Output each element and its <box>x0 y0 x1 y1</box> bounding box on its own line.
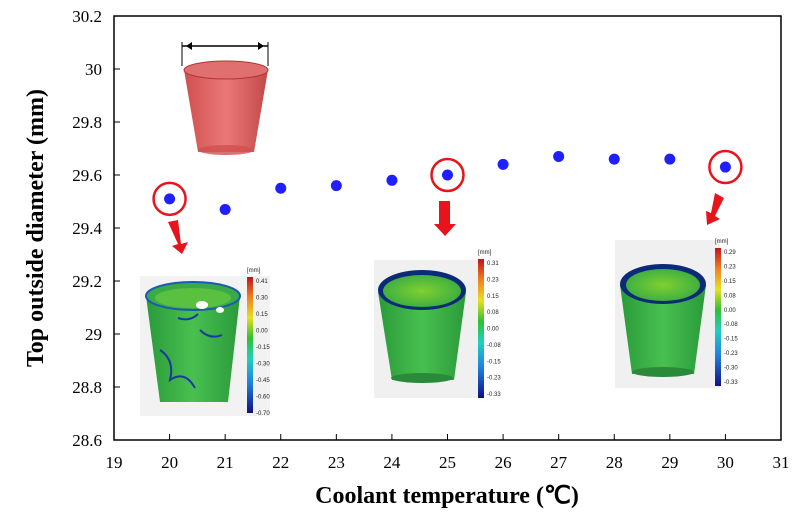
colorbar-label: -0.33 <box>487 392 501 398</box>
colorbar-label: -0.15 <box>724 337 738 343</box>
data-point <box>664 153 676 165</box>
x-tick-label: 28 <box>606 453 623 472</box>
colorbar-label: -0.23 <box>724 351 738 357</box>
x-tick-label: 20 <box>161 453 178 472</box>
colorbar-label: -0.70 <box>256 411 270 417</box>
colorbar-label: 0.29 <box>724 250 736 256</box>
y-tick-label: 28.8 <box>72 378 102 397</box>
colorbar-label: -0.60 <box>256 395 270 401</box>
x-tick-label: 25 <box>439 453 456 472</box>
y-axis-title: Top outside diameter (mm) <box>23 89 49 367</box>
colorbar-label: -0.45 <box>256 378 270 384</box>
highlight-circle <box>152 181 187 217</box>
data-point <box>164 193 176 205</box>
colorbar-label: -0.08 <box>487 343 501 349</box>
colorbar-label: 0.23 <box>487 277 499 283</box>
colorbar-label: 0.31 <box>487 261 499 267</box>
deviation-map-25: [mm] 0.31 0.23 0.15 0.08 0.00 -0.08 -0.15 -0.23… <box>374 250 501 398</box>
unit-label: [mm] <box>715 239 729 245</box>
colorbar-label: 0.41 <box>256 279 268 285</box>
colorbar-label: 0.00 <box>724 308 736 314</box>
highlight-circle <box>430 157 465 193</box>
data-point <box>330 180 342 192</box>
arrow-25 <box>434 201 456 236</box>
colorbar-label: -0.23 <box>487 376 501 382</box>
x-tick-label: 22 <box>272 453 289 472</box>
y-tick-label: 29 <box>85 325 102 344</box>
colorbar-label: -0.30 <box>724 366 738 372</box>
y-axis: 28.6 28.8 29 29.2 29.4 29.6 29.8 30 30.2 <box>72 7 120 450</box>
x-tick-label: 29 <box>661 453 678 472</box>
unit-label: [mm] <box>478 250 492 256</box>
data-point <box>386 174 398 186</box>
y-tick-label: 30.2 <box>72 7 102 26</box>
x-tick-label: 23 <box>328 453 345 472</box>
y-tick-label: 29.2 <box>72 272 102 291</box>
colorbar-label: 0.23 <box>724 264 736 270</box>
colorbar-label: 0.00 <box>487 327 499 333</box>
x-axis: 19 20 21 22 23 24 25 26 27 28 29 30 31 <box>106 434 790 472</box>
x-tick-label: 21 <box>217 453 234 472</box>
colorbar-label: 0.30 <box>256 296 268 302</box>
x-tick-label: 19 <box>106 453 123 472</box>
y-tick-label: 29.6 <box>72 166 102 185</box>
data-point <box>275 182 287 194</box>
data-points <box>164 150 731 215</box>
x-tick-label: 27 <box>550 453 568 472</box>
highlight-circle <box>708 149 743 185</box>
x-tick-label: 30 <box>717 453 734 472</box>
x-tick-label: 26 <box>495 453 512 472</box>
y-tick-label: 28.6 <box>72 431 102 450</box>
y-tick-label: 29.4 <box>72 219 102 238</box>
colorbar-label: 0.15 <box>487 294 499 300</box>
data-point <box>442 169 453 181</box>
colorbar-label: -0.15 <box>487 359 501 365</box>
colorbar-label: -0.33 <box>724 380 738 386</box>
unit-label: [mm] <box>247 268 261 274</box>
data-point <box>553 150 565 162</box>
colorbar-label: 0.00 <box>256 329 268 335</box>
colorbar-label: 0.15 <box>724 279 736 285</box>
x-tick-label: 31 <box>773 453 790 472</box>
deviation-map-30: [mm] 0.29 0.23 0.15 0.08 0.00 -0.08 -0.15 -0.23… <box>615 239 738 388</box>
y-tick-label: 29.8 <box>72 113 102 132</box>
arrow-30 <box>706 193 724 225</box>
colorbar-label: 0.08 <box>724 293 736 299</box>
colorbar-label: 0.15 <box>256 312 268 318</box>
colorbar-label: 0.08 <box>487 310 499 316</box>
x-axis-title: Coolant temperature (℃) <box>315 483 579 509</box>
highlight-circles <box>152 149 743 217</box>
data-point <box>219 203 231 215</box>
arrow-20 <box>168 220 188 254</box>
cup-illustration <box>181 42 269 155</box>
y-tick-label: 30 <box>85 60 102 79</box>
data-point <box>497 158 509 170</box>
colorbar-label: -0.30 <box>256 362 270 368</box>
x-tick-label: 24 <box>383 453 401 472</box>
colorbar-label: -0.15 <box>256 345 270 351</box>
deviation-map-20: [mm] 0.41 0.30 0.15 0.00 -0.15 -0.30 -0.45 -0.6… <box>140 268 270 417</box>
data-point <box>719 161 731 173</box>
data-point <box>608 153 620 165</box>
colorbar-label: -0.08 <box>724 322 738 328</box>
